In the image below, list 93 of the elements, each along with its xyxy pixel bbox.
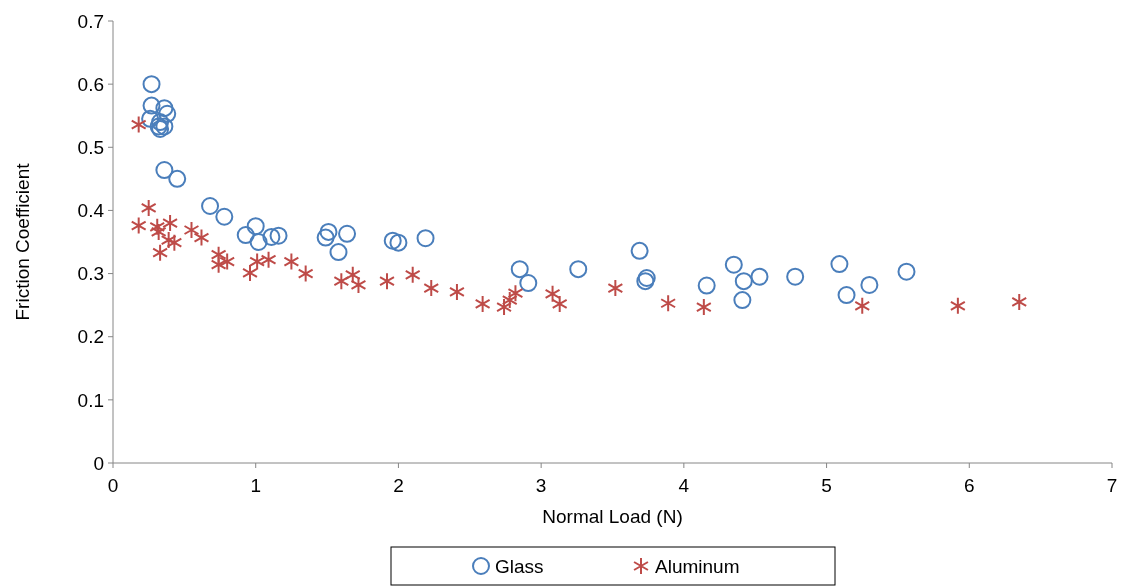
point [660,294,677,313]
point [860,275,879,294]
point [141,109,160,128]
point [379,272,395,291]
point [474,294,491,313]
point [1011,292,1028,311]
point [344,265,361,284]
point [149,217,166,236]
x-tick-label: 2 [393,475,404,496]
point [249,233,268,251]
x-axis-title: Normal Load (N) [542,506,683,527]
point [830,255,849,274]
point [260,250,277,269]
point [501,291,518,310]
point [724,255,743,274]
point [734,272,753,291]
y-tick-label: 0 [93,452,104,474]
point [210,255,227,274]
point [269,226,288,245]
point [854,296,871,315]
point [733,291,752,310]
point [150,222,167,241]
point [507,284,524,303]
x-tick-label: 1 [250,475,261,496]
point [158,104,177,123]
point [151,113,170,132]
point [383,231,402,250]
point [786,267,805,286]
point [949,296,966,315]
point [496,298,512,317]
y-tick-label: 0.7 [77,10,104,32]
point [142,75,161,94]
x-tick-label: 0 [107,475,119,496]
point [423,279,440,298]
point [695,298,712,317]
point [249,252,266,271]
y-tick-label: 0.6 [77,73,104,95]
y-tick-label: 0.3 [77,263,104,285]
point [155,99,174,118]
point [338,224,357,243]
point [215,207,234,226]
point [130,115,147,134]
point [183,221,200,239]
point [155,161,174,180]
y-tick-label: 0.4 [77,200,105,222]
y-tick-label: 0.1 [77,389,104,411]
point [329,243,348,262]
y-axis-title: Friction Coefficient [12,162,33,321]
point [636,272,655,291]
point [297,264,314,283]
y-tick-label: 0.5 [77,136,104,158]
point [236,226,255,245]
point [569,260,588,279]
point [201,197,220,216]
point [897,262,916,281]
x-tick-label: 7 [1106,475,1118,496]
x-tick-label: 5 [821,475,832,496]
point [155,117,174,136]
point [193,228,210,247]
point [544,284,561,303]
point [242,263,258,282]
point [630,241,649,260]
point [262,227,281,246]
legend-label: Glass [495,555,544,577]
point [750,267,769,286]
point [130,216,147,235]
point [283,252,300,271]
point [519,274,538,293]
point [140,198,157,217]
point [316,228,335,247]
point [168,169,187,188]
point [416,229,435,248]
point [246,217,265,236]
point [162,214,179,233]
point [389,233,408,252]
legend-label: Aluminum [655,555,740,577]
point [333,272,350,291]
point [404,265,421,284]
point [510,260,529,279]
x-tick-label: 4 [678,475,690,496]
y-tick-label: 0.2 [77,326,104,348]
point [637,268,656,287]
point [551,294,568,313]
point [448,282,465,301]
point [607,279,624,298]
point [319,222,338,241]
point [837,286,856,305]
x-tick-label: 6 [964,475,975,496]
point [697,276,716,295]
x-tick-label: 3 [535,475,547,496]
point [152,243,169,262]
point [350,275,367,294]
point [142,96,161,115]
